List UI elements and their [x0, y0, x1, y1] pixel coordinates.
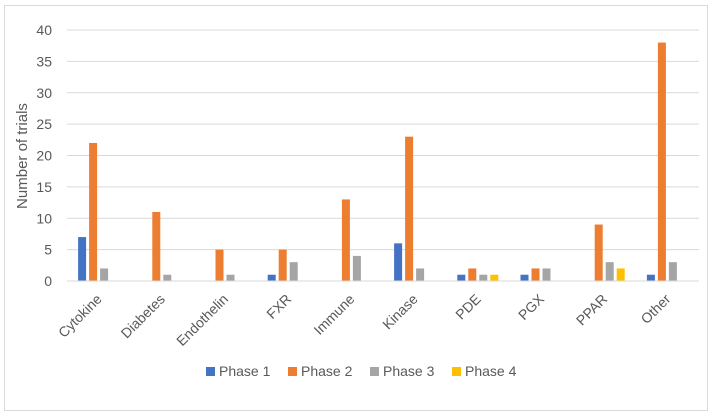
x-category-label: Immune — [310, 291, 357, 338]
bar-phase-3-diabetes — [163, 274, 172, 281]
y-axis-label: Number of trials — [14, 103, 31, 209]
x-category-label: FXR — [263, 291, 294, 322]
x-category-label: PDE — [452, 291, 484, 323]
bar-phase-3-pde — [479, 274, 488, 281]
x-category-label: Other — [637, 291, 673, 327]
bar-phase-2-pgx — [531, 268, 540, 281]
bar-phase-3-cytokine — [100, 268, 109, 281]
bar-phase-2-immune — [341, 199, 350, 281]
legend-label: Phase 2 — [301, 363, 353, 379]
bar-phase-2-ppar — [594, 224, 603, 281]
x-category-label: Cytokine — [55, 291, 105, 341]
bar-phase-3-other — [668, 262, 677, 281]
legend-label: Phase 3 — [383, 363, 435, 379]
bar-phase-1-cytokine — [78, 237, 87, 281]
y-tick-label: 5 — [44, 242, 52, 258]
y-tick-label: 20 — [36, 148, 52, 164]
bar-phase-2-fxr — [278, 249, 287, 281]
bar-phase-4-ppar — [616, 268, 625, 281]
legend-swatch — [206, 367, 215, 376]
bar-phase-1-other — [646, 274, 655, 281]
bar-phase-2-cytokine — [89, 142, 98, 281]
bar-phase-1-fxr — [267, 274, 276, 281]
y-tick-label: 25 — [36, 116, 52, 132]
y-tick-label: 0 — [44, 273, 52, 289]
x-category-label: PGX — [515, 290, 548, 323]
y-tick-label: 35 — [36, 53, 52, 69]
legend-label: Phase 1 — [219, 363, 271, 379]
legend: Phase 1 Phase 2 Phase 3 Phase 4 — [206, 363, 517, 379]
legend-swatch — [452, 367, 461, 376]
bars — [78, 42, 677, 281]
x-category-label: Kinase — [379, 291, 421, 333]
gridlines — [67, 29, 699, 251]
x-category-label: Endothelin — [173, 291, 231, 349]
x-axis-categories: Cytokine Diabetes Endothelin FXR Immune Kinas… — [55, 290, 674, 349]
y-tick-label: 30 — [36, 85, 52, 101]
y-axis-ticks: 0 5 10 15 20 25 30 35 40 — [36, 22, 52, 289]
x-category-label: Diabetes — [118, 291, 168, 341]
legend-swatch — [288, 367, 297, 376]
bar-phase-2-endothelin — [215, 249, 224, 281]
bar-phase-2-kinase — [405, 136, 414, 281]
bar-phase-2-diabetes — [152, 211, 161, 281]
legend-label: Phase 4 — [465, 363, 517, 379]
bar-phase-3-endothelin — [226, 274, 235, 281]
bar-phase-3-ppar — [605, 262, 614, 281]
chart-area — [4, 5, 708, 411]
y-tick-label: 40 — [36, 22, 52, 38]
bar-phase-2-pde — [468, 268, 477, 281]
bar-phase-1-kinase — [394, 243, 403, 281]
bar-phase-3-kinase — [416, 268, 425, 281]
y-tick-label: 10 — [36, 210, 52, 226]
bar-phase-1-pde — [457, 274, 466, 281]
bar-phase-1-pgx — [520, 274, 529, 281]
bar-phase-3-fxr — [289, 262, 298, 281]
y-tick-label: 15 — [36, 179, 52, 195]
bar-phase-3-immune — [352, 255, 361, 281]
legend-swatch — [370, 367, 379, 376]
bar-phase-4-pde — [490, 274, 499, 281]
x-category-label: PPAR — [573, 291, 611, 329]
bar-phase-3-pgx — [542, 268, 551, 281]
bar-phase-2-other — [657, 42, 666, 281]
